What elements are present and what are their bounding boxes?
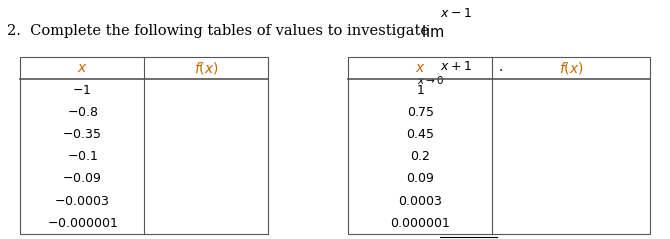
Text: $−1$: $−1$ [72,84,92,97]
Text: $x{\rightarrow}0$: $x{\rightarrow}0$ [417,74,444,86]
Text: $0.75$: $0.75$ [407,106,434,119]
Bar [20,57,268,234]
Bar [348,57,650,234]
Text: $f(x)$: $f(x)$ [194,60,218,76]
Text: 2.  Complete the following tables of values to investigate: 2. Complete the following tables of valu… [7,24,429,38]
Text: $0.45$: $0.45$ [406,128,435,141]
Text: $x$: $x$ [77,61,87,76]
Text: $x-1$: $x-1$ [440,7,472,20]
Text: $−0.8$: $−0.8$ [66,106,98,119]
Text: $0.09$: $0.09$ [406,173,435,185]
Text: $−0.000001$: $−0.000001$ [47,217,117,230]
Text: $x$: $x$ [415,61,425,76]
Text: $f(x)$: $f(x)$ [559,60,584,76]
Text: $−0.0003$: $−0.0003$ [54,195,110,207]
Text: $−0.1$: $−0.1$ [66,150,98,163]
Text: $\lim$: $\lim$ [421,24,444,40]
Text: $0.2$: $0.2$ [411,150,430,163]
Text: $−0.09$: $−0.09$ [62,173,102,185]
Text: $0.000001$: $0.000001$ [390,217,451,230]
Text: $.$: $.$ [498,60,503,74]
Text: $x+1$: $x+1$ [440,60,472,73]
Text: $−0.35$: $−0.35$ [62,128,102,141]
Text: $0.0003$: $0.0003$ [398,195,443,207]
Text: $1$: $1$ [416,84,425,97]
